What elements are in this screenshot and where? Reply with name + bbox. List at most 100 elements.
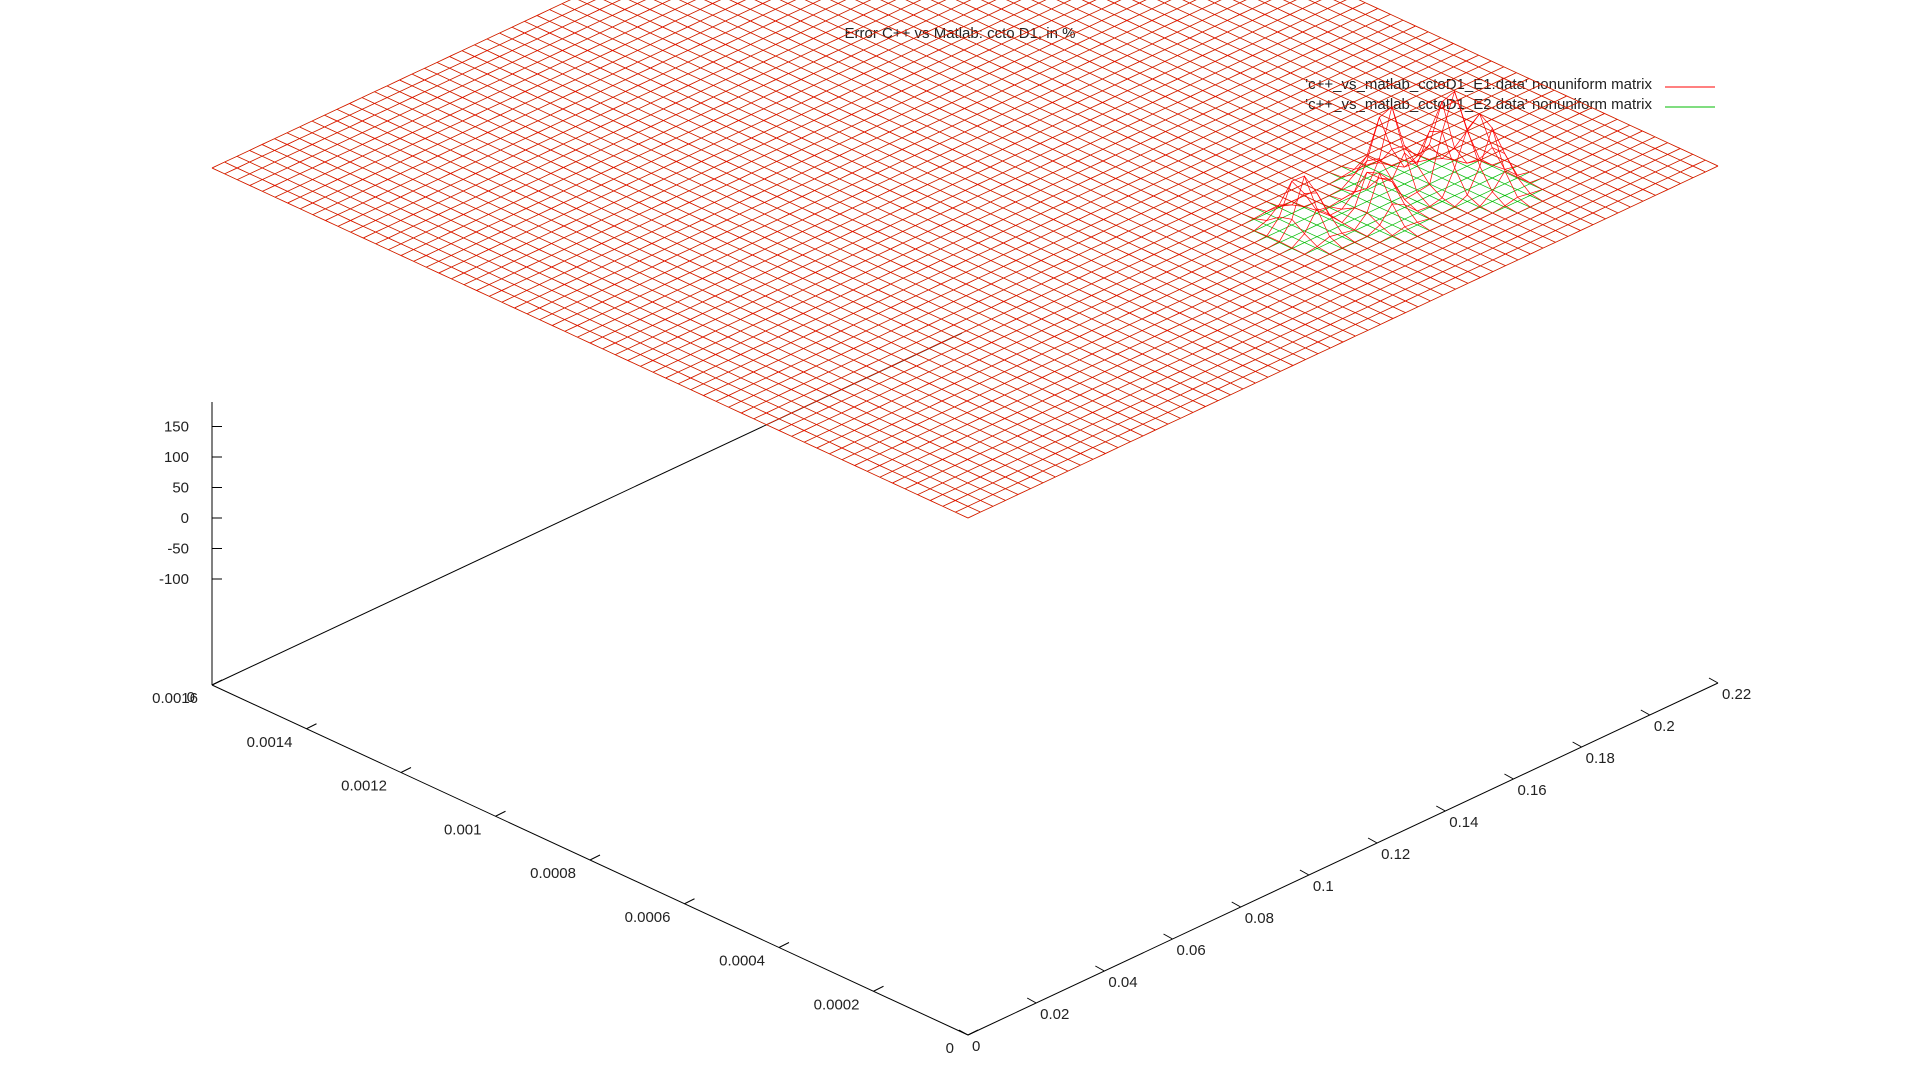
x-tick-label: 0.0006 [625,909,671,926]
series-e2-mesh-line-x [552,0,1247,326]
x-tick-mark [400,767,412,773]
chart-title: Error C++ vs Matlab: ccto D1, in % [845,25,1076,42]
y-tick-label: 0.18 [1586,750,1615,767]
series-e1-mesh-line-y [211,167,969,519]
series-e1-mesh-line-y [855,0,1469,284]
series-e2-mesh-line-x [501,0,1147,303]
series-e1-mesh-line-y [561,3,1319,355]
series-e1-mesh-line-y [779,0,1431,302]
y-tick-label: 0.14 [1449,814,1478,831]
series-e2-mesh-line-y [779,0,1431,302]
y-tick-label: 0.1 [1313,878,1334,895]
series-e1-mesh-line-y [236,155,994,507]
series-e1-mesh-line-y [880,0,1481,278]
z-tick-label: 100 [164,449,189,466]
y-axis-ticks: 0 0.02 0.04 0.06 0.08 0.1 0.12 0.14 0.16 0.18 0.2 0… [958,677,1751,1055]
series-e1-mesh-line-y [1333,0,1706,173]
x-tick-mark [589,854,601,861]
x-tick-mark [495,810,506,817]
series-e1-mesh-line-y [678,0,1381,325]
z-tick-label: 150 [164,419,189,436]
series-e1-mesh-line-y [1207,0,1644,202]
y-tick-mark [1026,997,1037,1004]
series-e1-mesh-line-y [1031,0,1556,243]
x-tick-mark [967,1029,979,1036]
legend: 'c++_vs_matlab_cctoD1_E1.data' nonunifor… [1305,76,1715,113]
y-tick-label: 0.08 [1245,910,1274,927]
x-tick-label: 0.0002 [814,996,860,1013]
y-tick-mark [1436,805,1446,812]
series-e1-mesh-line-x [552,0,1247,326]
series-e1-mesh-line-y [578,0,1331,349]
y-tick-mark [1163,933,1173,940]
x-tick-mark [211,679,223,686]
z-axis-bottom-label: 0 [187,689,195,706]
series-e1-mesh-line-y [249,150,1006,501]
y-tick-mark [1572,741,1582,748]
series-e1-mesh-line-y [549,9,1306,360]
z-tick-label: -100 [159,571,189,588]
series-e1-mesh-line-y [704,0,1394,319]
z-tick-label: 50 [172,480,189,497]
surface-series-e1 [211,0,1719,519]
series-e2-mesh-line-x [589,0,1322,344]
series-e1-mesh-line-x [501,0,1147,303]
series-e1-mesh-line-y [349,103,1106,454]
legend-label-e1: 'c++_vs_matlab_cctoD1_E1.data' nonunifor… [1305,76,1652,93]
series-e1-mesh-line-y [499,32,1256,384]
series-e1-mesh-line-x [589,0,1322,344]
x-tick-mark [684,898,695,905]
series-e1-mesh-line-x [577,0,1297,338]
series-e1-mesh-line-y [299,126,1056,478]
series-e1-mesh-line-y [386,85,1144,437]
y-tick-mark [1708,677,1719,684]
series-e2-mesh-line-y [603,0,1344,343]
series-e2-mesh-line-x [577,0,1297,338]
series-e1-mesh-line-y [1132,0,1606,220]
series-e1-mesh-line-y [1358,0,1719,167]
series-e1-mesh-line-y [955,0,1519,261]
x-tick-label: 0 [946,1040,954,1057]
y-axis-line [967,682,1719,1036]
series-e1-mesh-line-x [476,0,1097,291]
y-tick-label: 0.22 [1722,686,1751,703]
series-e1-mesh-line-y [653,0,1369,331]
legend-label-e2: 'c++_vs_matlab_cctoD1_E2.data' nonunifor… [1305,96,1652,113]
y-tick-mark [958,1029,969,1036]
series-e1-mesh-line-y [474,44,1231,396]
series-e1-mesh-line-y [511,26,1269,378]
x-tick-mark [873,985,884,992]
x-tick-label: 0.0014 [247,734,293,751]
series-e1-mesh-line-y [830,0,1456,290]
y-tick-label: 0 [972,1038,980,1055]
y-tick-mark [1095,965,1105,972]
series-e2-mesh-line-x [514,0,1172,309]
series-e1-mesh-line-y [324,114,1081,466]
series-e1-mesh-line-y [804,0,1444,296]
series-e1-mesh-line-y [603,0,1344,343]
series-e1-mesh-line-y [1106,0,1594,226]
series-e1-mesh-line-y [411,73,1169,425]
axes-frame [211,332,1719,1036]
series-e1-mesh-line-y [361,97,1119,448]
series-e1-mesh-line-y [930,0,1506,267]
series-e1-mesh-line-y [311,120,1069,472]
series-e1-mesh-line-y [1232,0,1656,196]
series-e1-mesh-line-y [374,91,1131,443]
x-tick-label: 0.0016 [152,690,198,707]
z-axis-ticks: 150 100 50 0 -50 -100 0 [159,419,222,706]
y-tick-label: 0.06 [1177,942,1206,959]
y-tick-mark [1231,901,1241,908]
series-e1-mesh-line-y [1257,0,1669,190]
z-tick-label: -50 [167,541,189,558]
series-e2-mesh-line-x [476,0,1097,291]
x-tick-label: 0.0008 [530,865,576,882]
series-e2-mesh-line-x [451,0,1047,280]
y-tick-mark [1640,709,1651,716]
series-e1-mesh-line-y [524,20,1281,372]
y-tick-label: 0.02 [1040,1006,1069,1023]
series-e1-mesh-line-y [1081,0,1581,231]
y-tick-mark [1504,773,1514,780]
series-e1-mesh-line-y [536,15,1294,366]
z-tick-label: 0 [181,510,189,527]
